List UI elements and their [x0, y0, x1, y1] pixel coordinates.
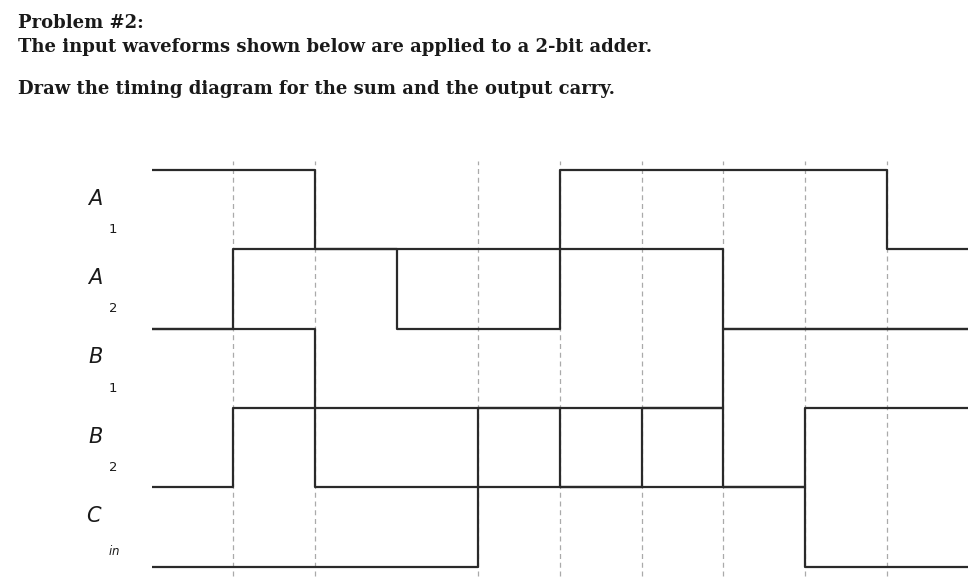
- Text: $\it{A}$: $\it{A}$: [87, 188, 103, 209]
- Text: The input waveforms shown below are applied to a 2-bit adder.: The input waveforms shown below are appl…: [18, 38, 651, 56]
- Text: $\it{B}$: $\it{B}$: [88, 347, 103, 367]
- Text: $\it{2}$: $\it{2}$: [107, 461, 116, 474]
- Text: $\it{1}$: $\it{1}$: [107, 382, 116, 395]
- Text: Problem #2:: Problem #2:: [18, 14, 144, 32]
- Text: $\it{1}$: $\it{1}$: [107, 223, 116, 236]
- Text: $\it{A}$: $\it{A}$: [87, 268, 103, 288]
- Text: $\it{C}$: $\it{C}$: [86, 506, 103, 526]
- Text: $\it{in}$: $\it{in}$: [107, 545, 119, 559]
- Text: $\it{B}$: $\it{B}$: [88, 427, 103, 447]
- Text: Draw the timing diagram for the sum and the output carry.: Draw the timing diagram for the sum and …: [18, 80, 614, 98]
- Text: $\it{2}$: $\it{2}$: [107, 302, 116, 316]
